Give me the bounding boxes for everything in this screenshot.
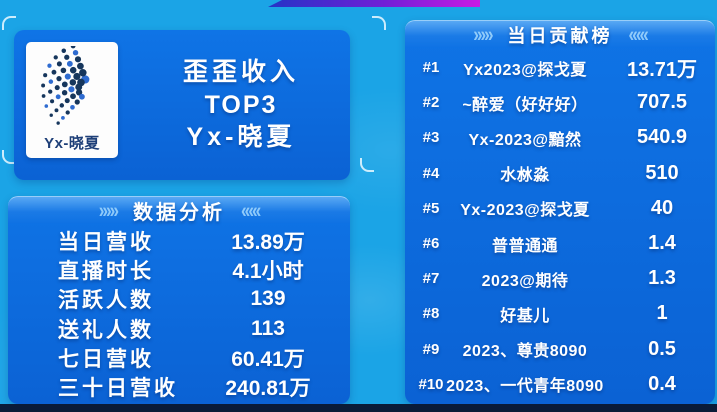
rank-contribution-value: 1.4 [648, 232, 676, 255]
rank-row: #4 水沝淼 510 [405, 161, 715, 185]
dotted-globe-icon [41, 46, 90, 125]
stat-label: 直播时长 [58, 259, 154, 283]
contribution-rank-title: 当日贡献榜 [507, 25, 613, 46]
rank-contribution-value: 1.3 [648, 267, 676, 290]
rank-number: #6 [422, 235, 440, 253]
summary-title-line: TOP3 [204, 90, 278, 119]
stat-row: 当日营收 13.89万 [8, 228, 350, 254]
chevrons-left-icon: ‹‹‹‹‹ [628, 22, 649, 47]
stat-row: 三十日营收 240.81万 [8, 374, 350, 400]
stat-value: 60.41万 [231, 347, 305, 371]
stat-label: 当日营收 [58, 230, 154, 254]
rank-row: #1 Yx2023@探戈夏 13.71万 [405, 56, 715, 82]
top-banner-decoration [268, 0, 480, 7]
rank-list: #1 Yx2023@探戈夏 13.71万 #2 ~醉爱（好好好） 707.5 #… [405, 50, 715, 402]
rank-contribution-value: 0.5 [648, 337, 676, 360]
contribution-rank-header: ››››› 当日贡献榜 ‹‹‹‹‹ [405, 20, 715, 48]
rank-row: #9 2023、尊贵8090 0.5 [405, 337, 715, 361]
rank-number: #8 [422, 305, 440, 323]
stat-value: 13.89万 [231, 230, 305, 254]
rank-contribution-value: 707.5 [636, 91, 688, 114]
rank-row: #5 Yx-2023@探戈夏 40 [405, 196, 715, 220]
rank-number: #4 [422, 164, 440, 182]
rank-contributor-name: 2023、尊贵8090 [462, 343, 588, 361]
rank-contribution-value: 510 [645, 161, 679, 184]
corner-bracket-decoration [2, 16, 16, 30]
rank-contribution-value: 40 [650, 196, 674, 219]
rank-row: #7 2023@期待 1.3 [405, 267, 715, 291]
stat-label: 活跃人数 [58, 289, 154, 313]
chevrons-left-icon: ‹‹‹‹‹ [241, 198, 261, 223]
stats-list: 当日营收 13.89万 直播时长 4.1小时 活跃人数 139 送礼人数 113 [8, 226, 350, 402]
stat-label: 三十日营收 [58, 377, 178, 401]
rank-contributor-name: Yx-2023@黯然 [468, 131, 582, 149]
rank-contributor-name: 水沝淼 [500, 167, 550, 185]
rank-number: #2 [422, 94, 440, 112]
rank-contributor-name: ~醉爱（好好好） [462, 96, 588, 114]
rank-contributor-name: Yx2023@探戈夏 [463, 61, 587, 79]
summary-title: 歪歪收入 TOP3 Yx-晓夏 [132, 30, 350, 180]
stat-value: 139 [250, 287, 286, 311]
bottom-edge-decoration [0, 404, 717, 412]
rank-contribution-value: 0.4 [648, 372, 676, 395]
corner-bracket-decoration [360, 158, 374, 172]
logo-label: Yx-晓夏 [44, 135, 100, 152]
stat-value: 4.1小时 [232, 259, 304, 283]
rank-contributor-name: Yx-2023@探戈夏 [460, 202, 590, 220]
chevrons-right-icon: ››››› [98, 198, 119, 223]
data-analysis-title: 数据分析 [133, 202, 225, 224]
stat-label: 送礼人数 [58, 318, 154, 342]
rank-row: #3 Yx-2023@黯然 540.9 [405, 126, 715, 150]
rank-number: #5 [422, 199, 440, 217]
summary-title-line: Yx-晓夏 [186, 123, 296, 152]
stat-value: 240.81万 [225, 377, 311, 401]
summary-title-line: 歪歪收入 [182, 57, 299, 86]
rank-contributor-name: 2023、一代青年8090 [446, 378, 604, 396]
stat-row: 七日营收 60.41万 [8, 345, 350, 371]
corner-bracket-decoration [2, 150, 16, 164]
rank-contributor-name: 好基儿 [500, 307, 550, 325]
rank-number: #1 [422, 59, 440, 77]
rank-number: #10 [418, 375, 444, 393]
stat-row: 直播时长 4.1小时 [8, 257, 350, 283]
stat-label: 七日营收 [58, 347, 154, 371]
rank-contribution-value: 540.9 [636, 126, 688, 149]
stat-row: 活跃人数 139 [8, 286, 350, 312]
corner-bracket-decoration [372, 16, 386, 30]
rank-number: #7 [422, 270, 440, 288]
data-analysis-header: ››››› 数据分析 ‹‹‹‹‹ [8, 196, 350, 224]
streamer-summary-card: Yx-晓夏 歪歪收入 TOP3 Yx-晓夏 [14, 30, 350, 180]
rank-row: #6 普普通通 1.4 [405, 232, 715, 256]
stat-value: 113 [251, 316, 285, 340]
rank-row: #10 2023、一代青年8090 0.4 [405, 372, 715, 396]
rank-number: #9 [422, 340, 440, 358]
rank-row: #8 好基儿 1 [405, 302, 715, 326]
rank-contributor-name: 2023@期待 [481, 272, 569, 290]
contribution-rank-card: ››››› 当日贡献榜 ‹‹‹‹‹ #1 Yx2023@探戈夏 13.71万 #… [405, 20, 715, 404]
rank-contributor-name: 普普通通 [491, 237, 558, 255]
rank-contribution-value: 1 [656, 302, 668, 325]
rank-row: #2 ~醉爱（好好好） 707.5 [405, 91, 715, 115]
rank-number: #3 [422, 129, 440, 147]
stat-row: 送礼人数 113 [8, 316, 350, 342]
chevrons-right-icon: ››››› [473, 22, 493, 47]
rank-contribution-value: 13.71万 [626, 59, 698, 82]
data-analysis-card: ››››› 数据分析 ‹‹‹‹‹ 当日营收 13.89万 直播时长 4.1小时 … [8, 196, 350, 404]
streamer-logo: Yx-晓夏 [26, 42, 118, 158]
